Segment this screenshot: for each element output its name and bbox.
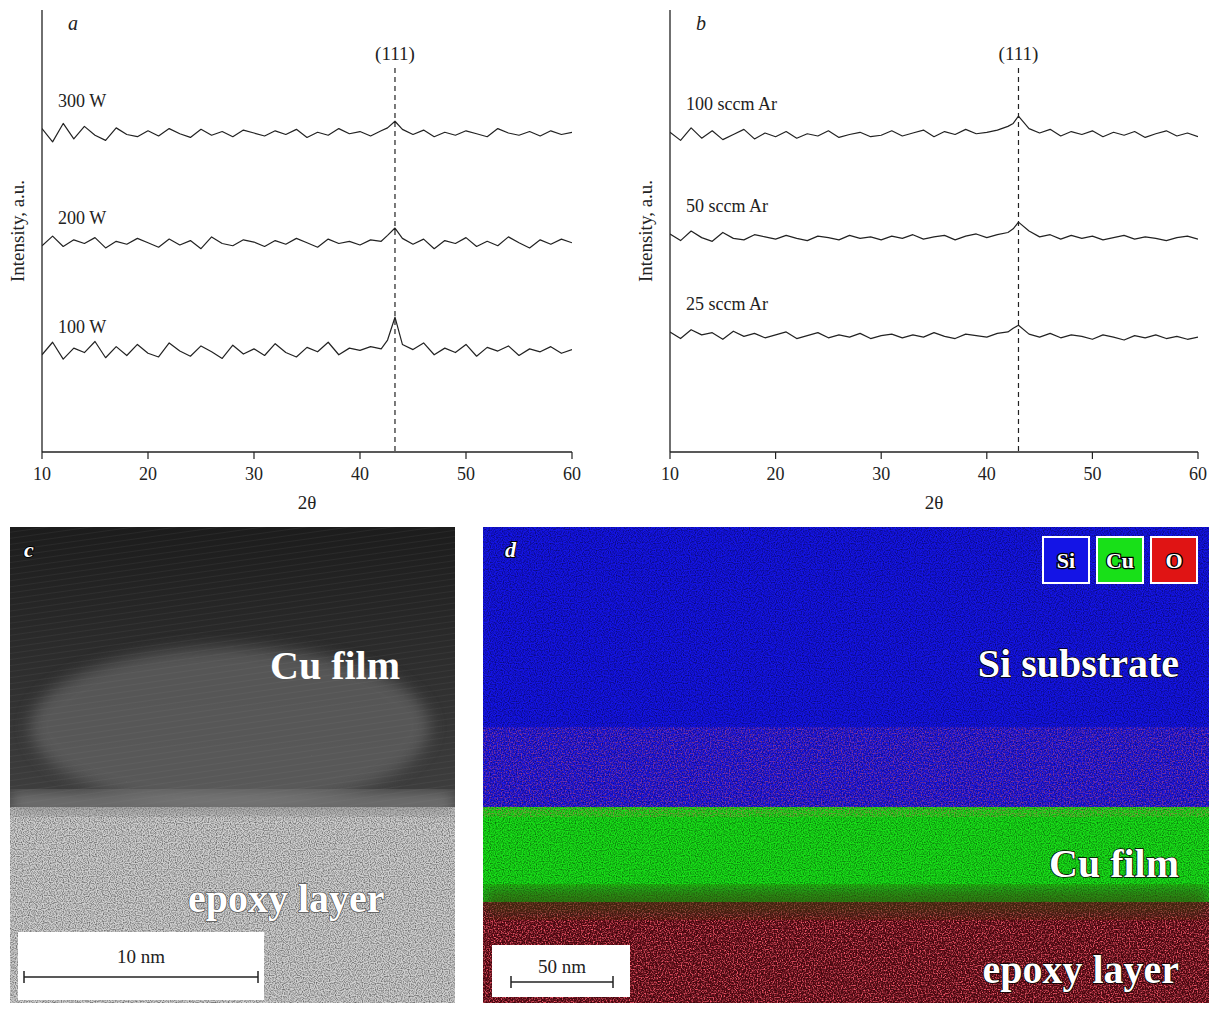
x-tick-label: 60 (563, 464, 581, 484)
series-label: 100 sccm Ar (686, 94, 777, 114)
legend-label: Cu (1106, 548, 1134, 573)
x-tick-label: 50 (457, 464, 475, 484)
annotation: (111) (375, 43, 415, 65)
epoxy-region (10, 807, 455, 1003)
chart-a: 10 20 30 40 50 60 2θ Intensity, a.u. a (111) 300 W… (7, 10, 581, 513)
figure: 10 20 30 40 50 60 2θ Intensity, a.u. a (111) 300 W… (0, 0, 1213, 1011)
panel-letter: a (68, 12, 78, 34)
scale-bar (24, 976, 258, 978)
map-noise (483, 527, 1209, 1003)
scale-bar (511, 981, 613, 983)
chart-b: 10 20 30 40 50 60 2θ Intensity, a.u. b (111) 100 s… (635, 10, 1207, 513)
x-axis-title: 2θ (925, 492, 944, 513)
annotation-line (394, 68, 395, 452)
x-tick-label: 10 (33, 464, 51, 484)
x-tick-label: 30 (872, 464, 890, 484)
x-tick-label: 40 (351, 464, 369, 484)
x-tick (881, 452, 882, 459)
x-tick (775, 452, 776, 459)
x-tick (1197, 452, 1198, 459)
x-tick-label: 60 (1189, 464, 1207, 484)
x-tick (669, 452, 670, 459)
xrd-line (670, 222, 1198, 241)
y-axis-title: Intensity, a.u. (7, 180, 28, 282)
interface-oxygen (483, 727, 1209, 817)
legend-swatch (1097, 537, 1143, 583)
panel-letter: c (24, 537, 34, 562)
x-tick (253, 452, 254, 459)
eds-map: d Si Cu O Si substrate Cu film epoxy layer 50 n… (483, 527, 1209, 1003)
x-tick-label: 10 (661, 464, 679, 484)
y-axis-title: Intensity, a.u. (635, 180, 656, 282)
scale-bar-box (492, 945, 630, 997)
x-axis-title: 2θ (298, 492, 317, 513)
series-label: 200 W (58, 208, 106, 228)
series-label: 100 W (58, 317, 106, 337)
series-group (670, 116, 1198, 340)
x-tick (147, 452, 148, 459)
x-tick-label: 20 (139, 464, 157, 484)
series-label: 50 sccm Ar (686, 196, 768, 216)
panel-letter: b (696, 12, 706, 34)
region-label: Si substrate (978, 641, 1179, 686)
x-tick-label: 30 (245, 464, 263, 484)
legend-label: Si (1057, 548, 1075, 573)
series-group (42, 121, 572, 359)
legend-swatch (1151, 537, 1197, 583)
scale-bar-label: 10 nm (117, 946, 165, 967)
x-tick (571, 452, 572, 459)
region-label: Cu film (1049, 841, 1179, 886)
epoxy-noise (10, 807, 455, 1003)
x-tick (359, 452, 360, 459)
region-label: Cu film (270, 643, 400, 688)
scale-bar-end (510, 976, 512, 988)
scale-bar-end (257, 971, 259, 983)
x-tick (1092, 452, 1093, 459)
xrd-line (42, 228, 572, 249)
xrd-line (42, 121, 572, 142)
panel-letter: d (505, 537, 517, 562)
x-tick (986, 452, 987, 459)
annotation: (111) (999, 43, 1039, 65)
y-axis (669, 10, 670, 452)
scale-bar-label: 50 nm (538, 956, 586, 977)
x-axis (42, 451, 572, 452)
legend-label: O (1165, 548, 1182, 573)
scale-bar-end (612, 976, 614, 988)
cu-region (10, 527, 455, 812)
series-label: 300 W (58, 91, 106, 111)
scale-bar-end (23, 971, 25, 983)
scale-bar-box (18, 932, 264, 1000)
interface (483, 887, 1209, 917)
tem-image: c Cu film epoxy layer 10 nm (10, 527, 455, 1003)
y-axis (41, 10, 42, 452)
tem-content (10, 527, 455, 1003)
x-tick (41, 452, 42, 459)
lattice-fringes (10, 527, 455, 812)
annotation-line (1018, 68, 1019, 452)
region-label: epoxy layer (982, 947, 1179, 992)
xrd-line (670, 325, 1198, 340)
series-label: 25 sccm Ar (686, 294, 768, 314)
legend-swatch (1043, 537, 1089, 583)
xrd-line (670, 116, 1198, 140)
x-axis (670, 451, 1198, 452)
eds-content (483, 527, 1209, 1003)
x-tick (465, 452, 466, 459)
interface (10, 792, 455, 814)
x-tick-label: 50 (1083, 464, 1101, 484)
xrd-line (42, 317, 572, 359)
region-label: epoxy layer (188, 876, 385, 921)
x-tick-label: 20 (767, 464, 785, 484)
x-tick-label: 40 (978, 464, 996, 484)
